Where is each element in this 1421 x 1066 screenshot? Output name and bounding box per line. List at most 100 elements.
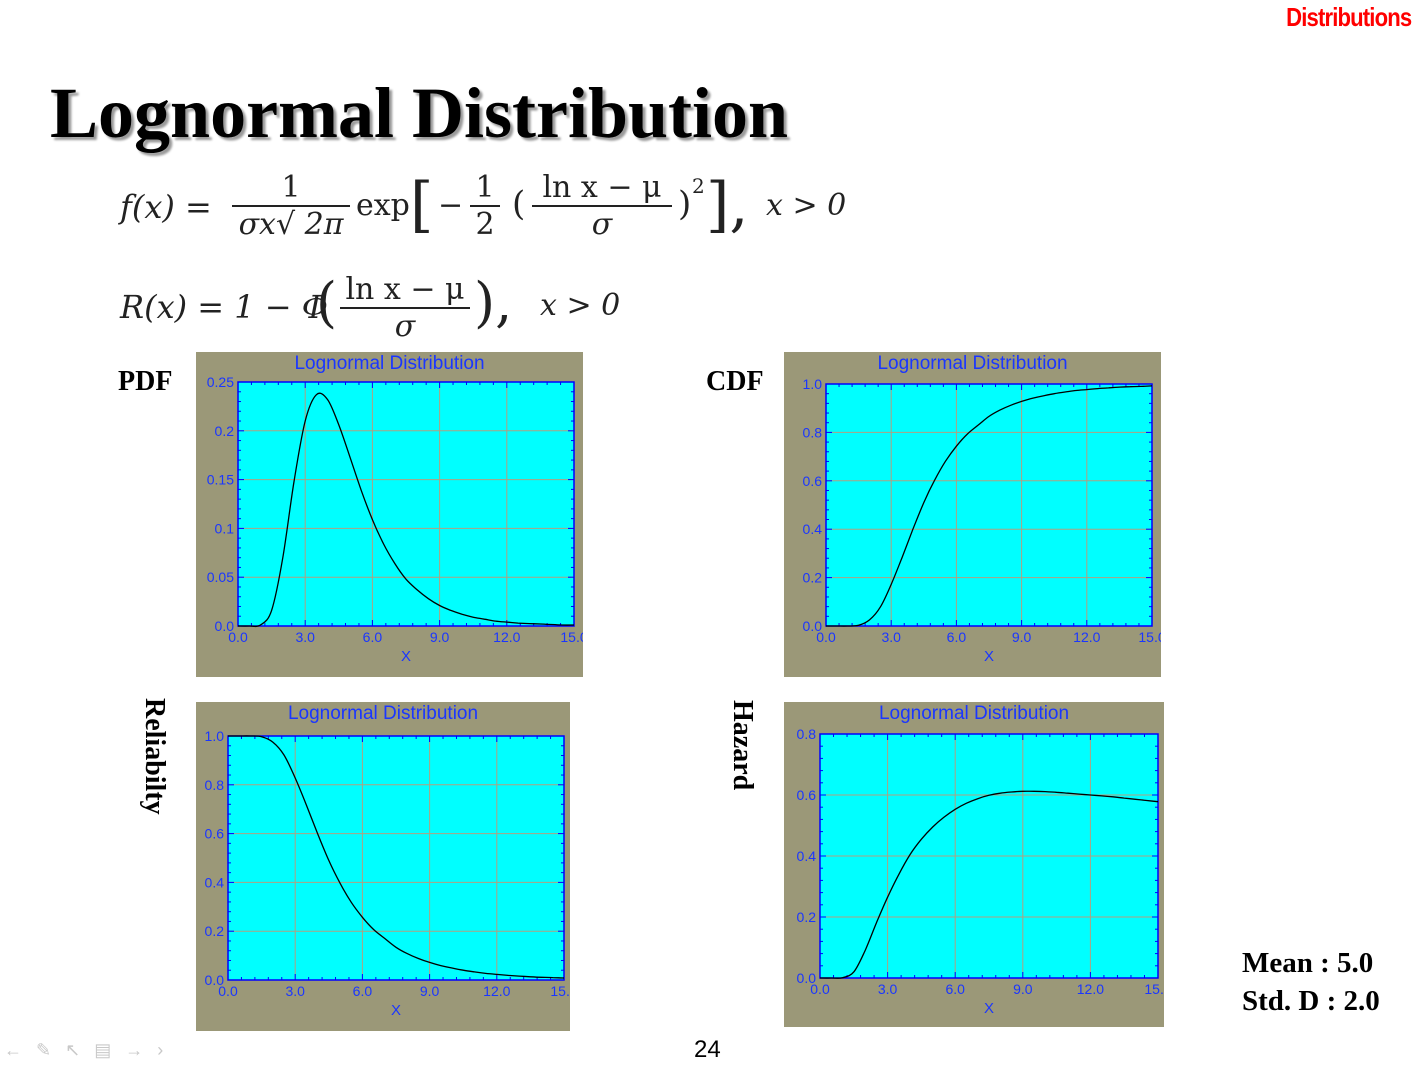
y-tick-label: 0.0 (215, 618, 235, 634)
slide-title: Lognormal Distribution (50, 73, 789, 153)
rel-frac-num: ln x − μ (340, 272, 470, 309)
x-tick-label: 9.0 (430, 629, 450, 645)
x-tick-label: 3.0 (881, 629, 901, 645)
y-tick-label: 0.15 (207, 472, 234, 488)
y-tick-label: 0.2 (803, 570, 823, 586)
pen-icon[interactable]: ✎ (36, 1040, 66, 1060)
rel-condition: x > 0 (540, 288, 621, 323)
x-axis-label: X (984, 1000, 994, 1017)
plot-frame (237, 381, 575, 627)
pointer-icon[interactable]: ↖ (65, 1040, 95, 1060)
stats-std: Std. D : 2.0 (1242, 985, 1380, 1017)
chart-title: Lognormal Distribution (288, 703, 478, 724)
y-tick-label: 0.0 (205, 972, 225, 988)
y-tick-label: 0.25 (207, 374, 234, 390)
cdf-chart: Lognormal Distribution 0.0 3.0 6.0 9.0 12.0 15… (784, 352, 1161, 677)
pdf-svg: Lognormal Distribution 0.0 3.0 6.0 9.0 12.0 15… (207, 353, 583, 665)
pdf-frac2-den: 2 (475, 207, 495, 242)
pdf-frac3-num: ln x − μ (532, 170, 672, 207)
x-tick-label: 0.0 (810, 981, 830, 997)
slide-nav: ←✎↖▤→› (4, 1040, 177, 1061)
hazard-svg: Lognormal Distribution 0.0 3.0 6.0 9.0 12.0 15… (797, 703, 1164, 1017)
x-tick-label: 12.0 (1077, 981, 1104, 997)
y-tick-label: 0.8 (803, 424, 823, 440)
x-tick-label: 0.0 (218, 983, 238, 999)
y-tick-label: 0.4 (797, 848, 817, 864)
pdf-lhs: f(x) = (120, 188, 212, 226)
x-tick-label: 3.0 (295, 629, 315, 645)
pdf-paren-left: ( (512, 184, 526, 224)
pdf-label: PDF (118, 366, 173, 397)
rel-frac-den: σ (394, 309, 416, 344)
x-axis-label: X (984, 648, 994, 665)
pdf-paren-right: ) (678, 184, 692, 224)
chart-title: Lognormal Distribution (294, 353, 484, 374)
reliability-curve (228, 735, 565, 979)
pdf-bracket-right: ], (706, 170, 749, 240)
stats-mean: Mean : 5.0 (1242, 947, 1374, 979)
cdf-label: CDF (706, 366, 764, 397)
pdf-frac2-num: 1 (470, 170, 500, 207)
x-tick-label: 12.0 (1073, 629, 1100, 645)
plot-area (826, 384, 1152, 626)
rel-fraction: ln x − μ σ (340, 272, 470, 344)
pdf-curve (237, 392, 575, 628)
rel-paren-left: ( (316, 271, 338, 334)
y-tick-label: 0.6 (803, 473, 823, 489)
hazard-curve (819, 790, 1159, 979)
x-tick-label: 9.0 (420, 983, 440, 999)
pdf-minus: − (438, 188, 464, 223)
plot-frame (825, 383, 1153, 627)
x-axis-label: X (391, 1002, 401, 1019)
y-tick-label: 0.0 (797, 970, 817, 986)
arrow-left-icon[interactable]: ← (4, 1040, 36, 1060)
pdf-fraction-3: ln x − μ σ (532, 170, 672, 242)
chevron-right-icon[interactable]: › (157, 1040, 178, 1060)
x-tick-label: 3.0 (285, 983, 305, 999)
section-tag: Distributions (1285, 2, 1412, 32)
y-tick-label: 1.0 (205, 728, 225, 744)
x-tick-label: 6.0 (353, 983, 373, 999)
pdf-exp: exp (356, 188, 410, 223)
x-tick-label: 6.0 (945, 981, 965, 997)
x-tick-label: 12.0 (493, 629, 520, 645)
y-tick-label: 0.05 (207, 569, 234, 585)
x-tick-label: 0.0 (228, 629, 248, 645)
pdf-bracket-left: [ (410, 170, 434, 240)
pdf-power: 2 (692, 174, 705, 198)
reliability-equation: R(x) = 1 − Φ ( ln x − μ σ ), x > 0 (120, 270, 720, 345)
x-tick-label: 15.0 (550, 983, 570, 999)
x-axis-label: X (401, 648, 411, 665)
x-tick-label: 12.0 (483, 983, 510, 999)
y-tick-label: 0.8 (797, 726, 817, 742)
hazard-chart: Lognormal Distribution 0.0 3.0 6.0 9.0 12.0 15… (784, 702, 1164, 1027)
arrow-right-icon[interactable]: → (125, 1040, 158, 1060)
y-tick-label: 1.0 (803, 376, 823, 392)
pdf-frac1-num: 1 (232, 170, 350, 207)
x-tick-label: 15.0 (1144, 981, 1164, 997)
y-tick-label: 0.2 (797, 909, 817, 925)
cdf-svg: Lognormal Distribution 0.0 3.0 6.0 9.0 12.0 15… (803, 353, 1161, 665)
page-number: 24 (694, 1036, 721, 1063)
y-tick-label: 0.8 (205, 777, 225, 793)
y-tick-label: 0.2 (215, 423, 235, 439)
y-tick-label: 0.2 (205, 923, 225, 939)
y-tick-label: 0.1 (215, 520, 235, 536)
pdf-chart: Lognormal Distribution 0.0 3.0 6.0 9.0 12.0 15… (196, 352, 583, 677)
plot-frame (819, 733, 1159, 979)
chart-title: Lognormal Distribution (877, 353, 1067, 374)
x-tick-label: 6.0 (947, 629, 967, 645)
x-tick-label: 9.0 (1012, 629, 1032, 645)
pdf-equation: f(x) = 1 σx√ 2π exp [ − 1 2 ( ln x − μ σ… (120, 170, 880, 250)
page-icon[interactable]: ▤ (94, 1040, 126, 1060)
rel-lhs: R(x) = 1 − Φ (120, 288, 329, 326)
pdf-condition: x > 0 (766, 188, 847, 223)
plot-area (228, 736, 564, 980)
x-tick-label: 15.0 (560, 629, 583, 645)
rel-paren-right: ), (474, 271, 513, 334)
x-tick-label: 6.0 (363, 629, 383, 645)
pdf-fraction-2: 1 2 (470, 170, 500, 242)
x-tick-label: 0.0 (816, 629, 836, 645)
pdf-fraction-1: 1 σx√ 2π (232, 170, 350, 242)
x-tick-label: 3.0 (878, 981, 898, 997)
